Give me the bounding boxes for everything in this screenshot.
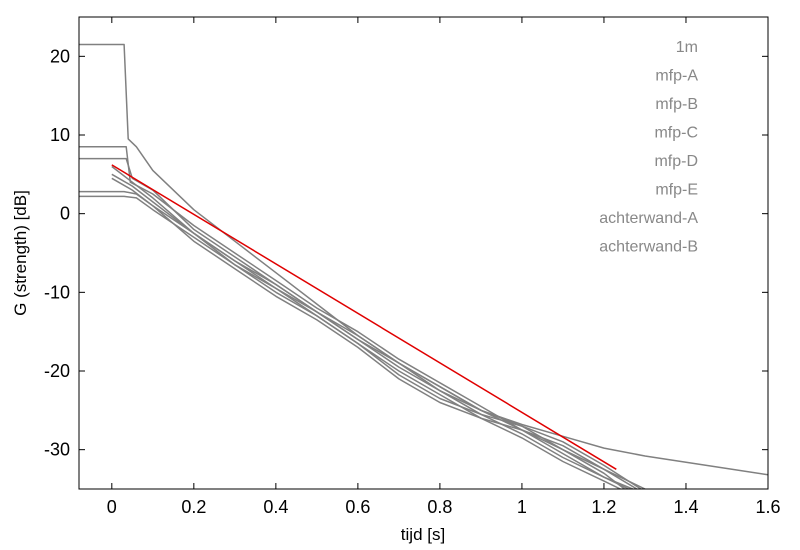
legend-entry: mfp-C [654, 125, 698, 142]
y-tick-label: -20 [44, 361, 70, 381]
x-tick-label: 0 [107, 497, 117, 517]
x-tick-label: 1 [517, 497, 527, 517]
x-tick-label: 0.6 [345, 497, 370, 517]
x-tick-label: 0.2 [181, 497, 206, 517]
x-tick-label: 0.8 [427, 497, 452, 517]
series-line-mfp-e [111, 165, 638, 489]
series-line-achterwand-b [111, 177, 646, 489]
plot-frame [78, 16, 769, 490]
legend-entry: mfp-A [655, 68, 698, 85]
y-tick-label: -10 [44, 282, 70, 302]
legend-entry: achterwand-B [599, 239, 698, 256]
series-line-mfp-a [79, 146, 625, 489]
series-layer [79, 43, 768, 489]
x-tick-label: 1.2 [591, 497, 616, 517]
y-axis-label: G (strength) [dB] [11, 190, 30, 316]
legend-entry: mfp-E [655, 182, 698, 199]
series-line-fit-8 [111, 164, 617, 470]
legend: 1m mfp-A mfp-B mfp-C mfp-D mfp-E achterwand-A a… [599, 39, 698, 256]
x-tick-label: 0.4 [263, 497, 288, 517]
legend-entry: 1m [676, 39, 698, 56]
y-tick-label: 20 [50, 46, 70, 66]
y-tick-label: 10 [50, 125, 70, 145]
series-line-achterwand-a [111, 173, 642, 489]
legend-entry: achterwand-A [599, 210, 698, 227]
legend-entry: mfp-D [654, 153, 698, 170]
legend-entry: mfp-B [655, 96, 698, 113]
plot-area [79, 17, 768, 489]
y-tick-label: -30 [44, 440, 70, 460]
tick-layer: 0 0.2 0.4 0.6 0.8 1 1.2 1.4 1.6 20 10 0 -10 -20 -30 [44, 17, 781, 517]
x-tick-label: 1.4 [673, 497, 698, 517]
y-tick-label: 0 [60, 204, 70, 224]
x-tick-label: 1.6 [755, 497, 780, 517]
x-axis-label: tijd [s] [401, 525, 445, 544]
